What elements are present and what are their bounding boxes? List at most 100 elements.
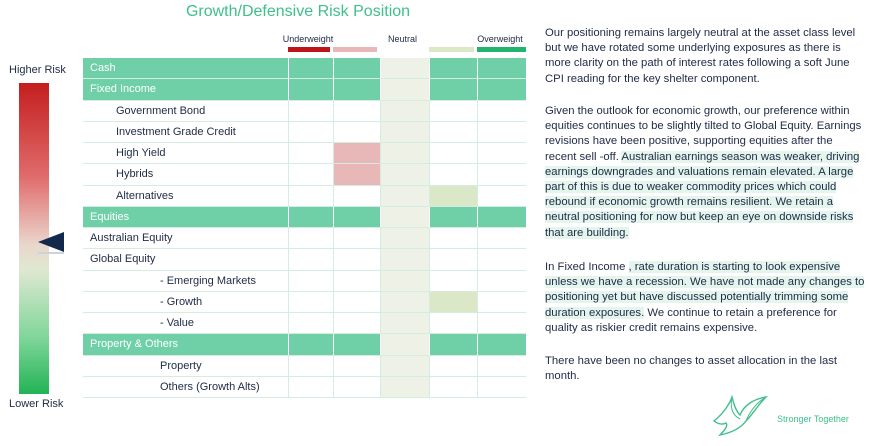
risk-pointer-shadow [38, 252, 64, 254]
position-cell-ow-l [429, 185, 477, 206]
position-cell-ow-s [477, 270, 526, 291]
swatch-overweight-strong [477, 47, 526, 52]
row-label: Hybrids [116, 168, 154, 181]
position-cell-uw-s [288, 313, 333, 334]
neutral-header: Neutral [387, 34, 417, 44]
position-cell-uw-s [288, 79, 333, 100]
position-cell-ow-l [429, 313, 477, 334]
allocation-row: Cash [83, 58, 526, 80]
row-label: Australian Equity [90, 232, 173, 244]
position-cell-uw-l [333, 100, 380, 121]
underweight-header: Underweight [282, 34, 334, 44]
row-label: Global Equity [90, 253, 156, 266]
allocation-row: Equities [83, 206, 526, 228]
position-cell-ow-l [429, 100, 477, 121]
paragraph-3-tail: We continue to retain a preference for q… [545, 306, 837, 334]
higher-risk-label: Higher Risk [9, 64, 66, 76]
position-cell-uw-s [288, 121, 333, 142]
position-cell-neu [380, 143, 429, 164]
position-cell-ow-l [429, 79, 477, 100]
position-cell-neu [380, 185, 429, 206]
position-cell-ow-s [477, 185, 526, 206]
position-cell-uw-l [333, 334, 380, 355]
position-cell-ow-s [477, 58, 526, 79]
row-label: Alternatives [116, 189, 174, 202]
position-cell-ow-s [477, 79, 526, 100]
allocation-row: Alternatives [83, 185, 526, 207]
paragraph-4-text: There have been no changes to asset allo… [545, 355, 838, 383]
position-cell-ow-s [477, 376, 526, 397]
position-cell-uw-l [333, 185, 380, 206]
position-cell-ow-l [429, 121, 477, 142]
position-cell-uw-l [333, 270, 380, 291]
position-cell-uw-l [333, 291, 380, 312]
position-cell-ow-l [429, 270, 477, 291]
row-label: - Growth [160, 295, 203, 308]
position-cell-uw-s [288, 206, 333, 227]
allocation-row: - Value [83, 313, 526, 335]
allocation-row: Fixed Income [83, 79, 526, 101]
position-cell-neu [380, 228, 429, 249]
position-cell-neu [380, 291, 429, 312]
allocation-row: Property [83, 355, 526, 377]
allocation-row: Hybrids [83, 164, 526, 186]
paragraph-1-text: Our positioning remains largely neutral … [545, 27, 856, 85]
position-cell-uw-s [288, 143, 333, 164]
row-label: Equities [90, 210, 130, 223]
dove-logo-icon [712, 395, 769, 437]
position-cell-uw-s [288, 249, 333, 270]
position-cell-uw-s [288, 334, 333, 355]
position-cell-neu [380, 206, 429, 227]
position-cell-ow-s [477, 334, 526, 355]
position-cell-uw-l [333, 355, 380, 376]
row-label: Investment Grade Credit [116, 125, 236, 138]
position-cell-ow-s [477, 164, 526, 185]
position-cell-neu [380, 355, 429, 376]
position-cell-ow-s [477, 121, 526, 142]
position-cell-ow-l [429, 355, 477, 376]
position-cell-uw-l [333, 376, 380, 397]
row-label: - Value [160, 317, 195, 329]
allocation-row: - Emerging Markets [83, 270, 526, 292]
position-cell-neu [380, 164, 429, 185]
position-cell-uw-l [333, 58, 380, 79]
position-cell-ow-l [429, 228, 477, 249]
position-cell-uw-l [333, 121, 380, 142]
row-label: Property [160, 359, 202, 372]
allocation-row: Australian Equity [83, 228, 526, 250]
position-cell-ow-s [477, 291, 526, 312]
position-cell-ow-s [477, 228, 526, 249]
position-cell-ow-l [429, 58, 477, 79]
overweight-header: Overweight [477, 34, 523, 44]
row-label: Others (Growth Alts) [160, 380, 260, 393]
allocation-row: Government Bond [83, 100, 526, 122]
position-cell-neu [380, 121, 429, 142]
position-cell-uw-l [333, 228, 380, 249]
position-cell-uw-l [333, 206, 380, 227]
position-cell-ow-l [429, 334, 477, 355]
row-label: Property & Others [90, 338, 179, 351]
position-cell-uw-l [333, 164, 380, 185]
allocation-grid: Cash Fixed Income Government Bond Investmen… [83, 58, 526, 398]
position-cell-uw-l [333, 313, 380, 334]
paragraph-2: Given the outlook for economic growth, o… [545, 104, 865, 241]
row-label: Fixed Income [90, 83, 157, 96]
position-cell-uw-l [333, 79, 380, 100]
position-cell-neu [380, 270, 429, 291]
position-cell-ow-s [477, 249, 526, 270]
chart-title: Growth/Defensive Risk Position [185, 3, 411, 20]
position-cell-uw-s [288, 58, 333, 79]
row-label: Government Bond [116, 104, 206, 117]
paragraph-2-text: Given the outlook for economic growth, o… [545, 105, 862, 163]
position-cell-ow-s [477, 313, 526, 334]
allocation-row: - Growth [83, 291, 526, 313]
position-cell-uw-l [333, 143, 380, 164]
position-cell-ow-l [429, 164, 477, 185]
allocation-row: Others (Growth Alts) [83, 376, 526, 398]
tagline: Stronger Together [777, 414, 849, 424]
position-cell-ow-s [477, 100, 526, 121]
row-label: Cash [90, 62, 116, 74]
position-cell-neu [380, 376, 429, 397]
position-cell-ow-s [477, 206, 526, 227]
row-label: High Yield [116, 147, 166, 159]
